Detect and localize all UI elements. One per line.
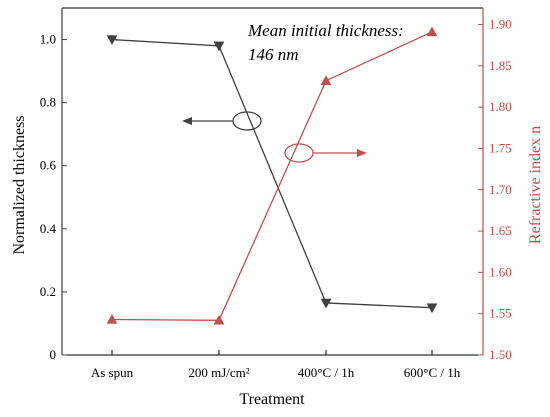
series-1-marker xyxy=(106,35,118,46)
series-1-line xyxy=(111,38,433,309)
left-axis-tick-label: 0.2 xyxy=(40,284,56,299)
series-2-marker xyxy=(426,26,438,37)
right-axis: 1.50 1.55 1.60 1.65 1.70 1.75 1.80 1.85 1.90 xyxy=(478,8,512,362)
left-axis-tick-label: 0.4 xyxy=(40,221,57,236)
x-axis-title: Treatment xyxy=(239,391,305,408)
right-axis-title: Refractive index n xyxy=(527,126,544,244)
right-axis-tick-label: 1.85 xyxy=(489,58,512,73)
series-1-marker xyxy=(426,303,438,314)
right-axis-tick-label: 1.70 xyxy=(489,182,512,197)
series-layer xyxy=(106,26,438,325)
x-axis-tick-label: 600°C / 1h xyxy=(404,365,461,380)
left-callout-arrowhead xyxy=(182,117,192,125)
x-axis-tick-label: As spun xyxy=(91,365,134,380)
right-callout-arrowhead xyxy=(357,149,367,157)
right-axis-tick-label: 1.55 xyxy=(489,306,512,321)
left-axis-title: Normalized thickness xyxy=(11,115,28,254)
left-axis-tick-label: 1.0 xyxy=(40,32,56,47)
left-axis-tick-label: 0.6 xyxy=(40,158,57,173)
left-axis: 0 0.2 0.4 0.6 0.8 1.0 xyxy=(40,8,67,362)
series-1-marker xyxy=(320,298,332,309)
x-axis: As spun 200 mJ/cm² 400°C / 1h 600°C / 1h xyxy=(91,350,461,380)
series-2-marker xyxy=(320,75,332,85)
left-axis-tick-label: 0.8 xyxy=(40,95,56,110)
annotation-line-2: 146 nm xyxy=(248,45,299,64)
right-axis-tick-label: 1.80 xyxy=(489,99,512,114)
series-2-line xyxy=(111,31,433,321)
right-axis-tick-label: 1.90 xyxy=(489,17,512,32)
right-callout-ellipse xyxy=(284,143,314,163)
plot-frame xyxy=(62,7,483,356)
series-2-marker xyxy=(213,314,225,325)
right-axis-tick-label: 1.60 xyxy=(489,264,512,279)
right-axis-tick-label: 1.75 xyxy=(489,140,512,155)
axis-callouts xyxy=(182,111,367,163)
left-axis-tick-label: 0 xyxy=(50,347,57,362)
right-axis-tick-label: 1.50 xyxy=(489,347,512,362)
series-1-marker xyxy=(213,41,225,52)
right-axis-tick-label: 1.65 xyxy=(489,223,512,238)
annotation-line-1: Mean initial thickness: xyxy=(247,21,404,40)
x-axis-tick-label: 200 mJ/cm² xyxy=(188,365,249,380)
series-2-marker xyxy=(106,313,118,324)
x-axis-tick-label: 400°C / 1h xyxy=(298,365,355,380)
